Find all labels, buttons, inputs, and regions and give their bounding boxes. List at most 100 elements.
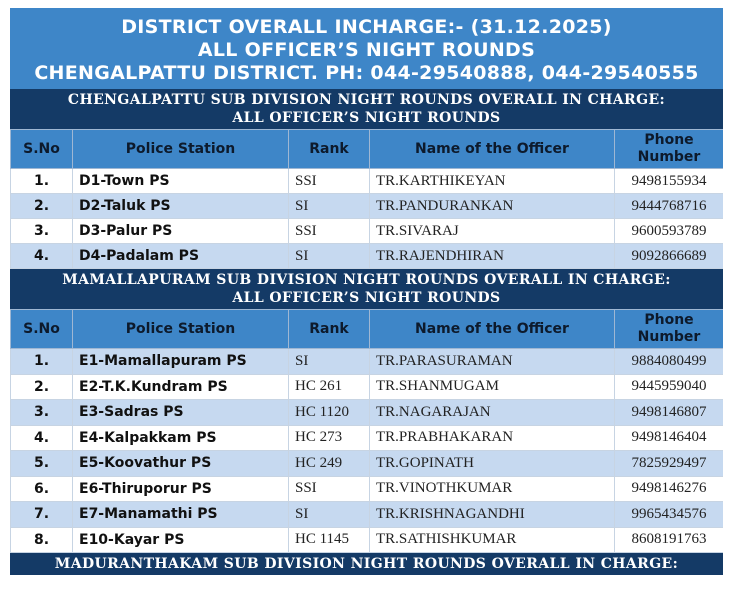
cell-station: E2-T.K.Kundram PS [72,373,289,400]
table-row: 1. E1-Mamallapuram PS SI TR.PARASURAMAN … [10,348,723,375]
cell-rank: SI [288,348,370,375]
table-row: 7. E7-Manamathi PS SI TR.KRISHNAGANDHI 9… [10,501,723,528]
col-header-phone-line-2: Number [637,329,701,345]
cell-phone: 7825929497 [614,450,723,477]
cell-rank: HC 261 [288,373,370,400]
cell-station: D4-Padalam PS [72,243,289,269]
table-header-row: S.No Police Station Rank Name of the Off… [10,309,723,349]
col-header-phone: Phone Number [614,129,723,169]
cell-rank: HC 1145 [288,526,370,553]
col-header-phone: Phone Number [614,309,723,349]
cell-rank: SI [288,193,370,219]
cell-rank: SSI [288,218,370,244]
cell-station: E7-Manamathi PS [72,501,289,528]
table-row: 5. E5-Koovathur PS HC 249 TR.GOPINATH 78… [10,450,723,477]
cell-officer: TR.VINOTHKUMAR [369,475,615,502]
cell-sno: 3. [10,399,73,426]
col-header-officer: Name of the Officer [369,129,615,169]
cell-officer: TR.GOPINATH [369,450,615,477]
cell-sno: 3. [10,218,73,244]
col-header-phone-line-1: Phone [644,132,694,148]
col-header-sno: S.No [10,309,73,349]
cell-phone: 9600593789 [614,218,723,244]
cell-rank: HC 273 [288,424,370,451]
table-row: 8. E10-Kayar PS HC 1145 TR.SATHISHKUMAR … [10,526,723,553]
night-rounds-sheet: DISTRICT OVERALL INCHARGE:- (31.12.2025)… [10,8,723,591]
col-header-phone-line-1: Phone [644,312,694,328]
cell-sno: 2. [10,373,73,400]
col-header-phone-line-2: Number [637,149,701,165]
cell-station: E10-Kayar PS [72,526,289,553]
cell-station: D1-Town PS [72,168,289,194]
title-line-3: CHENGALPATTU DISTRICT. PH: 044-29540888,… [34,62,699,84]
section-heading-line-1: MADURANTHAKAM SUB DIVISION NIGHT ROUNDS … [54,556,679,572]
cell-rank: SI [288,501,370,528]
col-header-officer: Name of the Officer [369,309,615,349]
cell-officer: TR.RAJENDHIRAN [369,243,615,269]
section-heading-line-2: ALL OFFICER’S NIGHT ROUNDS [232,290,501,306]
cell-station: E1-Mamallapuram PS [72,348,289,375]
col-header-station: Police Station [72,309,289,349]
officer-table-mamallapuram: S.No Police Station Rank Name of the Off… [10,309,723,553]
cell-phone: 9965434576 [614,501,723,528]
cell-rank: HC 249 [288,450,370,477]
cell-phone: 9445959040 [614,373,723,400]
cell-station: E3-Sadras PS [72,399,289,426]
table-row: 3. D3-Palur PS SSI TR.SIVARAJ 9600593789 [10,218,723,244]
cell-phone: 9884080499 [614,348,723,375]
title-line-2: ALL OFFICER’S NIGHT ROUNDS [197,39,536,61]
table-row: 2. E2-T.K.Kundram PS HC 261 TR.SHANMUGAM… [10,373,723,400]
title-line-1: DISTRICT OVERALL INCHARGE:- (31.12.2025) [121,16,612,38]
cell-sno: 8. [10,526,73,553]
section-heading-maduranthakam: MADURANTHAKAM SUB DIVISION NIGHT ROUNDS … [10,553,723,575]
cell-officer: TR.SHANMUGAM [369,373,615,400]
col-header-rank: Rank [288,309,370,349]
cell-officer: TR.PANDURANKAN [369,193,615,219]
table-row: 4. E4-Kalpakkam PS HC 273 TR.PRABHAKARAN… [10,424,723,451]
cell-phone: 9498146807 [614,399,723,426]
cell-officer: TR.PARASURAMAN [369,348,615,375]
table-header-row: S.No Police Station Rank Name of the Off… [10,129,723,169]
cell-sno: 5. [10,450,73,477]
cell-officer: TR.KARTHIKEYAN [369,168,615,194]
cell-phone: 9498155934 [614,168,723,194]
section-heading-chengalpattu: CHENGALPATTU SUB DIVISION NIGHT ROUNDS O… [10,89,723,129]
cell-sno: 4. [10,243,73,269]
cell-station: E5-Koovathur PS [72,450,289,477]
cell-officer: TR.PRABHAKARAN [369,424,615,451]
officer-table-chengalpattu: S.No Police Station Rank Name of the Off… [10,129,723,269]
section-heading-line-1: CHENGALPATTU SUB DIVISION NIGHT ROUNDS O… [67,92,666,108]
cell-station: E4-Kalpakkam PS [72,424,289,451]
cell-phone: 9498146276 [614,475,723,502]
cell-rank: SSI [288,475,370,502]
cell-rank: SI [288,243,370,269]
table-row: 4. D4-Padalam PS SI TR.RAJENDHIRAN 90928… [10,243,723,269]
cell-phone: 9444768716 [614,193,723,219]
cell-officer: TR.SATHISHKUMAR [369,526,615,553]
cell-sno: 1. [10,168,73,194]
cell-rank: SSI [288,168,370,194]
table-row: 6. E6-Thiruporur PS SSI TR.VINOTHKUMAR 9… [10,475,723,502]
section-heading-mamallapuram: MAMALLAPURAM SUB DIVISION NIGHT ROUNDS O… [10,269,723,309]
table-row: 1. D1-Town PS SSI TR.KARTHIKEYAN 9498155… [10,168,723,194]
cell-sno: 6. [10,475,73,502]
cell-rank: HC 1120 [288,399,370,426]
cell-sno: 1. [10,348,73,375]
col-header-sno: S.No [10,129,73,169]
cell-sno: 7. [10,501,73,528]
cell-phone: 9092866689 [614,243,723,269]
cell-officer: TR.SIVARAJ [369,218,615,244]
cell-officer: TR.KRISHNAGANDHI [369,501,615,528]
section-heading-line-1: MAMALLAPURAM SUB DIVISION NIGHT ROUNDS O… [62,272,671,288]
section-heading-line-2: ALL OFFICER’S NIGHT ROUNDS [232,110,501,126]
cell-station: D3-Palur PS [72,218,289,244]
cell-phone: 9498146404 [614,424,723,451]
col-header-station: Police Station [72,129,289,169]
district-title-block: DISTRICT OVERALL INCHARGE:- (31.12.2025)… [10,8,723,89]
cell-station: D2-Taluk PS [72,193,289,219]
cell-phone: 8608191763 [614,526,723,553]
table-row: 3. E3-Sadras PS HC 1120 TR.NAGARAJAN 949… [10,399,723,426]
col-header-rank: Rank [288,129,370,169]
cell-station: E6-Thiruporur PS [72,475,289,502]
cell-sno: 2. [10,193,73,219]
